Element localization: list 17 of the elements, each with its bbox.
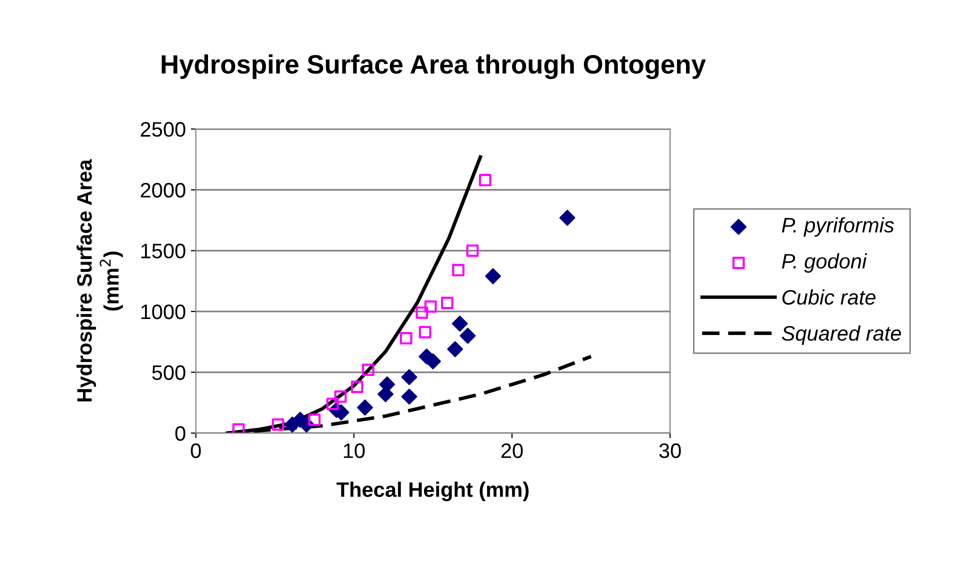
- x-tick-label: 30: [659, 443, 681, 458]
- x-axis-title: Thecal Height (mm): [336, 482, 529, 502]
- x-tick-label: 20: [501, 443, 523, 458]
- legend-label: Cubic rate: [782, 289, 876, 305]
- y-tick-label: 2000: [140, 182, 186, 198]
- x-tick-label: 10: [344, 443, 365, 458]
- y-tick-label: 1000: [141, 304, 186, 320]
- legend-label: P. pyriformis: [782, 217, 894, 237]
- y-tick-label: 500: [152, 365, 186, 380]
- y-tick-label: 2500: [140, 122, 186, 137]
- y-tick-label: 1500: [141, 244, 186, 258]
- x-tick-label: 0: [190, 443, 201, 458]
- y-axis-title: Hydrospire Surface Area (mm$^{2}$): [76, 159, 123, 402]
- legend-label: P. godoni: [782, 253, 868, 273]
- y-tick-label: 0: [175, 426, 186, 441]
- legend-label: Squared rate: [782, 325, 901, 345]
- chart-title: Hydrospire Surface Area through Ontogeny: [162, 54, 706, 80]
